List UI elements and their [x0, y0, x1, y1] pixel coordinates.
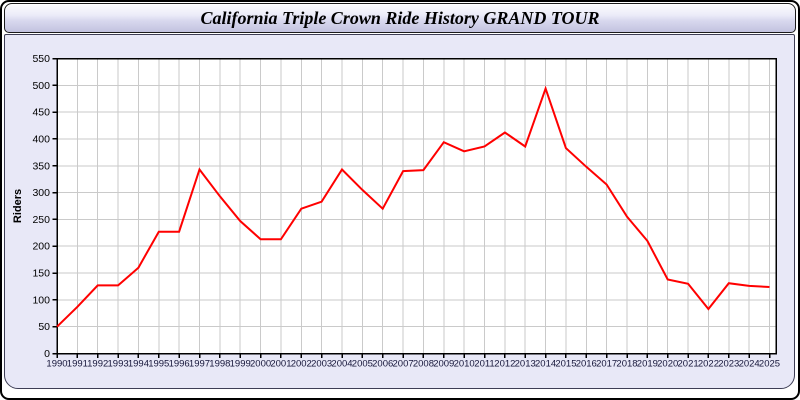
svg-text:2005: 2005 [352, 359, 373, 370]
svg-text:150: 150 [32, 268, 50, 280]
svg-text:1991: 1991 [67, 359, 88, 370]
svg-text:2017: 2017 [596, 359, 617, 370]
svg-text:2009: 2009 [433, 359, 454, 370]
svg-text:2022: 2022 [698, 359, 719, 370]
svg-text:1998: 1998 [209, 359, 230, 370]
svg-text:2006: 2006 [372, 359, 393, 370]
svg-text:100: 100 [32, 294, 50, 306]
svg-text:1992: 1992 [87, 359, 108, 370]
svg-text:2004: 2004 [331, 359, 352, 370]
svg-text:2024: 2024 [739, 359, 760, 370]
svg-text:50: 50 [38, 321, 50, 333]
svg-text:300: 300 [32, 187, 50, 199]
svg-text:2008: 2008 [413, 359, 434, 370]
svg-text:2002: 2002 [291, 359, 312, 370]
svg-text:400: 400 [32, 133, 50, 145]
svg-text:250: 250 [32, 214, 50, 226]
svg-text:1996: 1996 [169, 359, 190, 370]
svg-text:2023: 2023 [718, 359, 739, 370]
svg-text:2013: 2013 [515, 359, 536, 370]
svg-text:1993: 1993 [108, 359, 129, 370]
svg-text:2021: 2021 [678, 359, 699, 370]
svg-text:2016: 2016 [576, 359, 597, 370]
svg-text:1999: 1999 [230, 359, 251, 370]
svg-text:450: 450 [32, 107, 50, 119]
svg-text:500: 500 [32, 80, 50, 92]
svg-text:Riders: Riders [12, 189, 24, 223]
svg-text:2018: 2018 [616, 359, 637, 370]
svg-text:550: 550 [32, 53, 50, 65]
svg-text:2015: 2015 [555, 359, 576, 370]
svg-text:1990: 1990 [46, 359, 67, 370]
title-bar: California Triple Crown Ride History GRA… [4, 3, 796, 33]
svg-text:1994: 1994 [128, 359, 149, 370]
svg-text:200: 200 [32, 241, 50, 253]
svg-text:1995: 1995 [148, 359, 169, 370]
svg-text:2014: 2014 [535, 359, 556, 370]
svg-text:1997: 1997 [189, 359, 210, 370]
svg-text:2007: 2007 [393, 359, 414, 370]
svg-text:2001: 2001 [270, 359, 291, 370]
svg-text:2020: 2020 [657, 359, 678, 370]
svg-text:2019: 2019 [637, 359, 658, 370]
svg-text:350: 350 [32, 160, 50, 172]
page-title: California Triple Crown Ride History GRA… [200, 7, 600, 28]
svg-text:2010: 2010 [454, 359, 475, 370]
svg-text:2025: 2025 [759, 359, 780, 370]
svg-text:0: 0 [44, 348, 50, 360]
svg-text:2012: 2012 [494, 359, 515, 370]
svg-text:2000: 2000 [250, 359, 271, 370]
svg-text:2003: 2003 [311, 359, 332, 370]
svg-text:2011: 2011 [474, 359, 494, 370]
